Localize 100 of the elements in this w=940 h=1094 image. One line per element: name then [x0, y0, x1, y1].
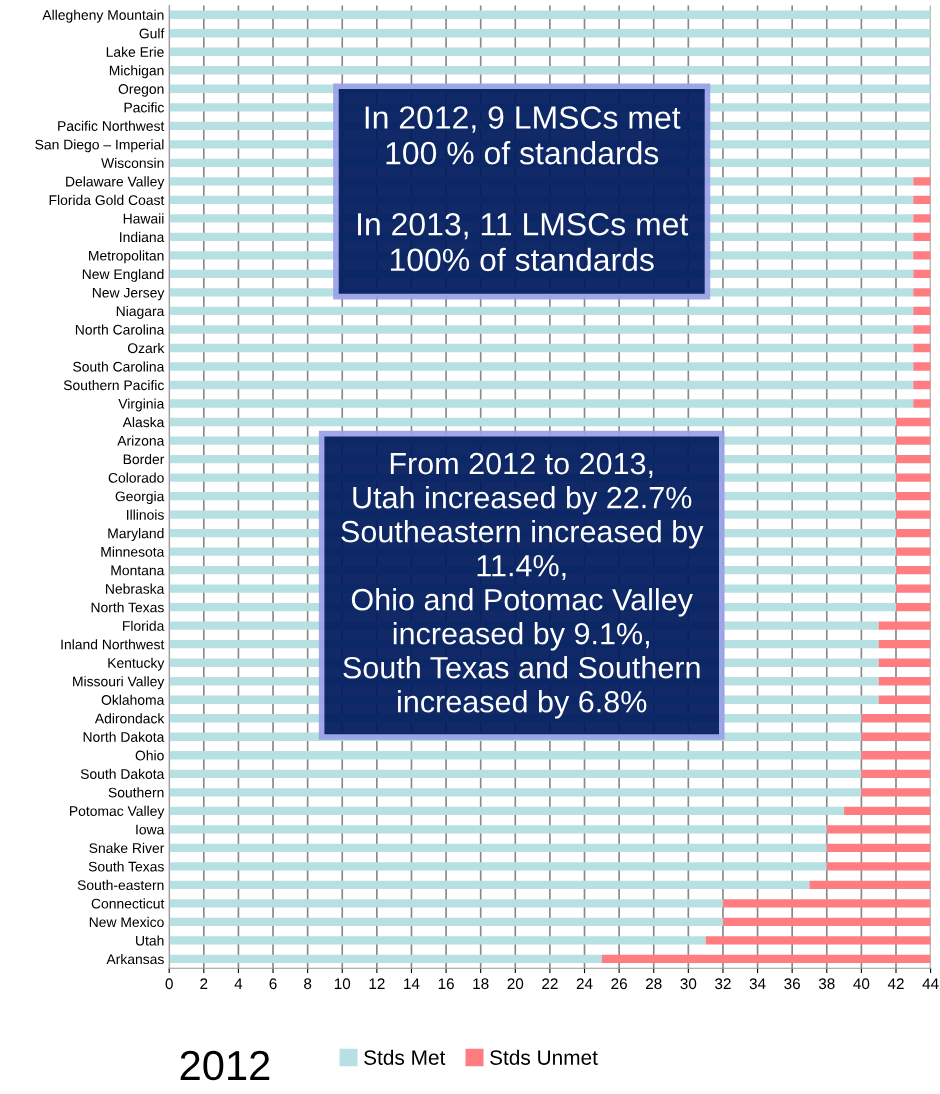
x-tick-label: 28 — [646, 978, 662, 990]
y-tick-label: Southern — [108, 787, 164, 798]
y-tick-label: Metropolitan — [89, 250, 164, 264]
bar — [895, 417, 931, 427]
bar — [861, 732, 931, 741]
bar — [913, 214, 931, 223]
bar — [722, 917, 931, 927]
bar — [878, 695, 931, 704]
legend-label: Stds Met — [364, 1049, 446, 1065]
bar — [809, 880, 931, 890]
y-tick-label: Arizona — [117, 435, 165, 446]
bar — [722, 899, 931, 908]
y-tick-label: Pacific — [124, 102, 164, 113]
y-tick-label: Florida — [123, 620, 165, 631]
bar — [169, 862, 827, 871]
x-tick-label: 6 — [269, 978, 277, 990]
y-tick-label: Potomac Valley — [70, 805, 165, 819]
y-tick-label: Florida Gold Coast — [49, 194, 165, 206]
y-tick-label: Illinois — [127, 509, 164, 520]
bar — [861, 769, 931, 778]
x-tick-label: 20 — [507, 978, 524, 990]
y-tick-label: North Texas — [91, 602, 164, 613]
x-tick-label: 42 — [887, 978, 904, 989]
text: In 2012, 9 LMSCs met 100 % of standards In 2013, 11 LMSCs met 100% of standards — [358, 106, 689, 272]
bar — [169, 362, 914, 371]
bar — [169, 29, 931, 38]
bar — [169, 325, 914, 334]
bar — [861, 751, 931, 760]
y-tick-label: New Jersey — [92, 287, 165, 301]
y-tick-label: Utah — [136, 935, 164, 946]
y-tick-label: New England — [82, 268, 164, 282]
y-tick-label: Maryland — [108, 528, 164, 542]
bar — [895, 491, 931, 501]
y-tick-label: Minnesota — [101, 546, 165, 557]
bar — [169, 843, 827, 853]
y-tick-label: Lake Erie — [106, 46, 164, 57]
bar — [169, 10, 931, 19]
bar — [169, 343, 914, 353]
y-tick-label: Southern Pacific — [63, 379, 164, 391]
bar — [826, 843, 931, 853]
bar — [913, 362, 931, 371]
y-tick-label: North Dakota — [83, 731, 165, 742]
y-tick-label: Oklahoma — [101, 694, 165, 705]
bar — [895, 584, 931, 593]
y-tick-label: Nebraska — [106, 583, 165, 594]
bar — [861, 788, 931, 797]
x-tick-label: 8 — [304, 978, 312, 990]
bar — [878, 677, 931, 686]
y-tick-label: Arkansas — [106, 953, 164, 965]
y-tick-label: Ozark — [127, 342, 165, 354]
bar — [913, 232, 931, 242]
bar — [878, 621, 931, 630]
bar — [895, 510, 931, 519]
y-tick-label: Michigan — [109, 65, 164, 79]
x-tick-label: 2 — [200, 978, 208, 989]
x-tick-label: 32 — [715, 978, 731, 990]
annotation: From 2012 to 2013, Utah increased by 22.7% Southeastern increased by 11.4%, Ohio and Potomac Valley increased by 9.1%, South Texas and Southern increased by 6.8% — [341, 452, 704, 719]
bar — [169, 936, 706, 945]
x-tick-label: 38 — [818, 978, 835, 990]
bar — [169, 751, 862, 760]
bar — [913, 251, 931, 260]
y-tick-label: Wisconsin — [101, 157, 164, 169]
x-tick-label: 44 — [922, 978, 939, 989]
bar — [169, 899, 723, 908]
bar — [895, 528, 931, 538]
y-tick-label: North Carolina — [75, 324, 165, 335]
x-tick-label: 12 — [369, 978, 385, 989]
y-tick-label: Inland Northwest — [61, 639, 165, 650]
y-tick-label: Oregon — [118, 84, 164, 97]
bar — [913, 325, 931, 334]
bar — [913, 306, 931, 316]
bar — [895, 473, 931, 482]
x-tick-label: 18 — [473, 978, 489, 990]
x-tick-label: 24 — [576, 978, 593, 989]
bar — [169, 380, 914, 390]
y-tick-label: South Carolina — [73, 361, 165, 372]
x-tick-label: 14 — [404, 978, 420, 989]
y-tick-label: Ohio — [135, 750, 164, 761]
bar — [895, 603, 931, 612]
bar — [913, 288, 931, 297]
y-tick-label: Allegheny Mountain — [42, 9, 164, 23]
bar — [913, 380, 931, 390]
bar — [169, 399, 914, 408]
y-tick-label: Georgia — [115, 491, 165, 504]
bar — [913, 195, 931, 205]
bar — [705, 936, 931, 945]
y-tick-label: San Diego – Imperial — [35, 139, 164, 153]
x-tick-label: 4 — [234, 978, 243, 989]
bar — [169, 47, 931, 56]
bar — [895, 454, 931, 464]
bar — [913, 399, 931, 408]
y-tick-label: Indiana — [120, 231, 165, 243]
bar — [913, 343, 931, 353]
bar — [169, 954, 602, 964]
y-tick-label: Niagara — [116, 305, 165, 319]
bar — [601, 954, 931, 964]
legend-label: Stds Unmet — [490, 1049, 598, 1065]
y-tick-label: New Mexico — [89, 916, 164, 928]
bar — [169, 825, 827, 834]
y-tick-label: Missouri Valley — [73, 676, 165, 690]
